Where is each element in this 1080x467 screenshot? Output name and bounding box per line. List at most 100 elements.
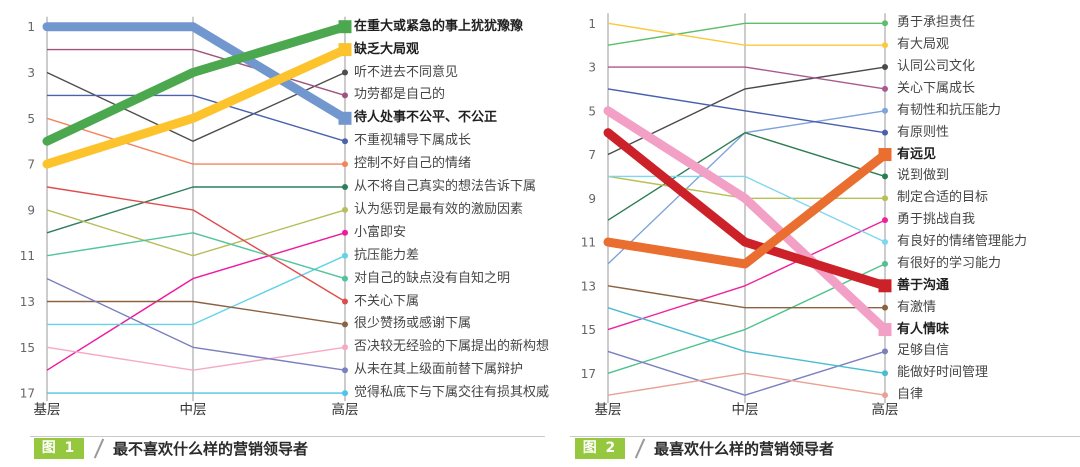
series-label: 不关心下属 [354,293,420,309]
series-line [607,263,886,374]
series-label: 勇于挑战自我 [897,212,976,228]
y-tick-label: 13 [581,279,596,293]
series-label: 缺乏大局观 [354,41,420,57]
series-end-marker-dot [882,392,888,399]
series-label: 否决较无经验的下属提出的新构想 [354,339,550,355]
series-line [607,219,886,331]
series-label: 待人处事不公平、不公正 [354,110,498,126]
caption-rule [30,436,545,437]
series-end-marker-dot [882,64,888,71]
series-line [47,48,346,97]
series-label: 说到做到 [897,168,950,184]
series-label: 有良好的情绪管理能力 [897,234,1028,250]
series-line [47,94,346,142]
series-line [607,372,886,396]
y-tick-label: 1 [27,20,35,34]
series-end-marker-dot [882,173,888,180]
series-end-marker-dot [342,298,348,305]
series-line [47,255,346,326]
figure2-caption: 图 2 最喜欢什么样的营销领导者 [540,436,1080,467]
series-end-marker-dot [882,304,888,311]
series-end-marker-dot [342,390,348,397]
series-line [42,22,350,123]
series-line [607,22,885,46]
series-line [46,232,346,371]
series-label: 从未在其上级面前替下属辩护 [354,362,524,378]
y-tick-label: 15 [581,323,596,337]
series-label: 认为惩罚是最有效的激励因素 [354,201,524,217]
series-label: 抗压能力差 [354,247,420,263]
series-line [603,128,890,291]
y-tick-label: 11 [581,236,596,250]
series-label: 听不进去不同意见 [354,64,459,80]
series-line [42,22,350,146]
y-tick-label: 7 [588,148,596,162]
y-tick-label: 3 [27,66,35,80]
series-end-marker-square [338,43,352,57]
figure2-title: 最喜欢什么样的营销领导者 [654,440,835,458]
series-line [46,232,346,280]
series-end-marker-dot [342,206,348,213]
series-end-marker-dot [882,260,888,267]
series-label: 对自己的缺点没有自知之明 [354,270,511,286]
figure1-badge: 图 1 [34,438,84,459]
x-category-label: 高层 [872,401,899,418]
series-line [607,22,885,46]
series-label: 不重视辅导下属成长 [354,133,472,149]
series-end-marker-square [338,111,352,125]
series-label: 自律 [897,387,924,403]
series-label: 有很好的学习能力 [897,255,1002,271]
series-end-marker-square [878,148,892,162]
series-label: 能做好时间管理 [897,365,989,381]
series-label: 勇于承担责任 [897,15,976,31]
series-end-marker-square [878,323,892,337]
y-tick-label: 15 [20,341,35,355]
x-category-label: 中层 [180,402,207,418]
series-end-marker-dot [342,367,348,374]
series-end-marker-dot [882,20,888,27]
caption-rule [570,436,1080,437]
x-category-label: 中层 [732,402,759,418]
caption-slash-icon [93,438,105,459]
series-line [607,285,885,309]
series-label: 觉得私底下与下属交往有损其权威 [354,385,550,401]
series-end-marker-dot [882,107,888,114]
series-end-marker-dot [342,275,348,282]
series-end-marker-square [878,279,892,293]
series-line [46,186,345,234]
series-line [608,175,886,243]
series-end-marker-dot [342,344,348,351]
series-label: 善于沟通 [897,277,950,293]
series-line [46,117,345,165]
series-line [46,277,346,371]
series-end-marker-dot [342,321,348,328]
series-label: 制定合适的目标 [897,190,989,206]
series-end-marker-dot [342,161,348,168]
y-tick-label: 13 [20,295,35,309]
figure2-badge: 图 2 [575,438,625,459]
series-end-marker-dot [882,217,888,224]
series-line [46,186,346,303]
series-label: 有远见 [897,146,937,162]
series-line [607,66,886,156]
series-line [46,346,346,371]
x-category-label: 基层 [595,401,622,418]
y-tick-label: 17 [581,367,596,381]
series-end-marker-dot [342,92,348,99]
y-tick-label: 7 [27,158,35,172]
series-label: 很少赞扬或感谢下属 [354,316,472,332]
series-end-marker-dot [342,229,348,236]
series-line [607,131,886,221]
series-label: 有大局观 [897,37,950,53]
x-category-label: 基层 [34,401,61,418]
series-end-marker-dot [882,42,888,49]
series-end-marker-dot [882,348,888,355]
y-tick-label: 5 [27,112,35,126]
series-label: 有原则性 [897,124,950,140]
series-label: 有韧性和抗压能力 [897,102,1002,118]
series-end-marker-dot [342,138,348,145]
series-end-marker-dot [882,85,888,92]
